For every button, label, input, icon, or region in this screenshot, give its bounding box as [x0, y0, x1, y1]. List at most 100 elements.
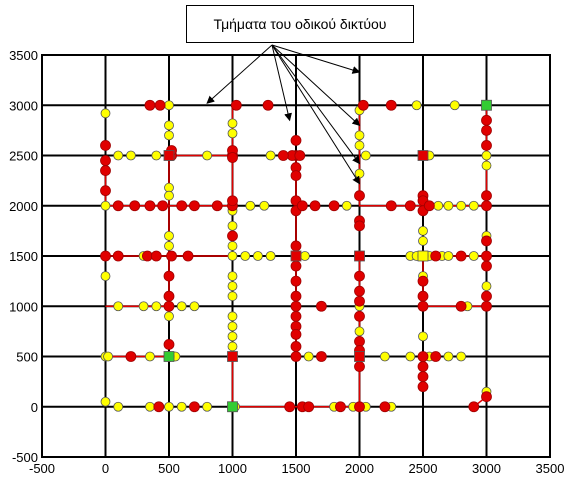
yellow-point [405, 351, 416, 362]
yellow-point [189, 301, 200, 312]
red-point [144, 99, 156, 111]
annotation-arrow [271, 44, 361, 165]
red-point [417, 290, 429, 302]
red-point [385, 99, 397, 111]
yellow-point [468, 200, 479, 211]
yellow-point [379, 351, 390, 362]
yellow-point [456, 351, 467, 362]
yellow-point [481, 150, 492, 161]
yellow-point [433, 200, 444, 211]
yellow-point [164, 241, 174, 251]
red-point [144, 200, 156, 212]
red-point [315, 351, 327, 362]
yellow-point [103, 351, 113, 362]
red-point [163, 339, 175, 350]
red-point [335, 401, 346, 413]
red-point [354, 270, 365, 282]
y-tick-label: 1500 [9, 249, 38, 264]
red-point [430, 250, 442, 262]
yellow-point [227, 291, 238, 302]
yellow-point [227, 220, 238, 231]
x-tick-label: 2500 [409, 461, 438, 476]
red-point [354, 336, 365, 347]
red-point [385, 200, 397, 212]
yellow-point [125, 150, 136, 161]
x-tick-label: 3000 [472, 461, 501, 476]
yellow-point [164, 311, 174, 322]
red-point [481, 140, 492, 151]
green-square-node [227, 401, 238, 413]
yellow-point [113, 150, 124, 161]
yellow-point [418, 225, 428, 236]
red-point [182, 250, 194, 262]
yellow-point [164, 401, 174, 412]
y-tick-label: 500 [16, 350, 38, 365]
yellow-point [418, 236, 428, 246]
red-point [290, 341, 302, 352]
red-point [417, 275, 429, 287]
x-tick-label: -500 [29, 461, 55, 476]
yellow-point [443, 251, 454, 261]
red-point [230, 99, 242, 111]
yellow-point [227, 331, 238, 342]
red-point [315, 300, 327, 312]
red-point [176, 200, 188, 212]
red-point [290, 300, 302, 312]
red-point [417, 361, 429, 372]
red-point [284, 401, 296, 413]
red-point [290, 328, 302, 340]
yellow-point [227, 311, 238, 322]
yellow-point [100, 271, 111, 282]
annotation-arrow [271, 44, 361, 127]
red-point [227, 195, 238, 207]
yellow-point [481, 160, 492, 171]
yellow-point [341, 200, 352, 211]
yellow-point [303, 351, 314, 362]
yellow-point [100, 108, 111, 119]
red-point [163, 270, 175, 282]
red-point [481, 250, 492, 262]
red-point [290, 240, 302, 252]
red-point [354, 401, 365, 413]
red-point [417, 351, 429, 362]
red-point [417, 371, 429, 383]
yellow-point [240, 251, 251, 261]
red-point [354, 310, 365, 322]
y-tick-label: 2000 [9, 199, 38, 214]
red-point [379, 401, 391, 413]
yellow-point [354, 168, 365, 179]
red-square-node [290, 250, 302, 262]
annotation-arrow [271, 44, 292, 122]
red-point [404, 200, 416, 212]
y-tick-label: 3500 [9, 48, 38, 63]
red-square-node [163, 150, 175, 161]
yellow-point [176, 401, 187, 412]
red-point [481, 290, 492, 302]
red-square-node [354, 351, 365, 362]
red-point [100, 165, 111, 176]
red-point [481, 260, 492, 272]
red-point [481, 114, 492, 126]
yellow-point [299, 251, 310, 261]
yellow-point [100, 396, 111, 407]
annotation-arrow [271, 44, 361, 185]
yellow-point [145, 401, 155, 412]
yellow-point [481, 281, 492, 292]
red-point [112, 200, 124, 212]
yellow-point [227, 271, 238, 282]
green-square-node [163, 351, 175, 362]
red-point [455, 250, 467, 262]
yellow-point [468, 251, 479, 261]
yellow-point [443, 351, 454, 362]
red-point [354, 361, 365, 372]
red-square-node [354, 250, 365, 262]
red-point [354, 295, 365, 307]
yellow-point [176, 301, 187, 312]
red-point [481, 124, 492, 136]
yellow-point [252, 251, 263, 261]
yellow-point [164, 100, 174, 111]
yellow-point [202, 150, 213, 161]
red-point [125, 351, 137, 362]
red-point [188, 200, 200, 212]
